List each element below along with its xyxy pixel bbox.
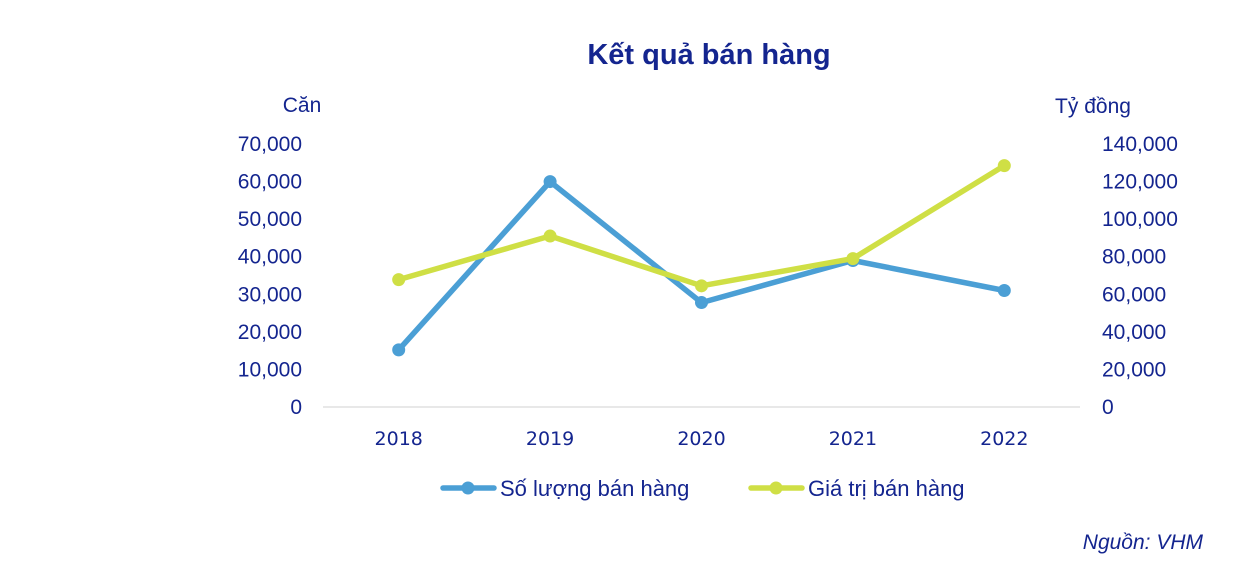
x-tick: 2021	[829, 428, 877, 450]
right-y-tick: 40,000	[1102, 321, 1166, 344]
right-y-tick: 20,000	[1102, 358, 1166, 381]
legend-label-so-luong: Số lượng bán hàng	[500, 476, 689, 501]
left-y-tick: 10,000	[238, 358, 302, 381]
left-y-tick: 60,000	[238, 171, 302, 194]
legend-marker-gia-tri	[769, 481, 783, 495]
series-0-point	[997, 284, 1011, 298]
series-line-0	[395, 178, 1008, 353]
legend-marker-so-luong	[461, 481, 475, 495]
right-y-axis: 0 20,000 40,000 60,000 80,000 100,000 120,000 1…	[1102, 133, 1178, 419]
x-tick: 2019	[526, 428, 574, 450]
left-y-tick: 20,000	[238, 321, 302, 344]
left-y-tick: 40,000	[238, 246, 302, 269]
right-y-tick: 100,000	[1102, 208, 1178, 231]
source-note: Nguồn: VHM	[1083, 531, 1204, 554]
legend-label-gia-tri: Giá trị bán hàng	[808, 476, 965, 501]
legend: Số lượng bán hàng Giá trị bán hàng	[440, 476, 965, 501]
chart-title: Kết quả bán hàng	[587, 39, 830, 71]
left-axis-unit: Căn	[283, 94, 322, 117]
series-line-1	[395, 162, 1008, 289]
right-y-tick: 0	[1102, 396, 1114, 419]
right-axis-unit: Tỷ đồng	[1055, 95, 1131, 118]
series-0-point	[695, 296, 708, 310]
left-y-axis: 0 10,000 20,000 30,000 40,000 50,000 60,000 70,…	[238, 133, 302, 419]
series-1-point	[997, 159, 1011, 173]
series-0-point	[392, 343, 406, 357]
series-1-point	[543, 229, 557, 243]
left-y-tick: 0	[290, 396, 302, 419]
x-tick: 2018	[375, 428, 423, 450]
series-0-point	[543, 175, 557, 189]
x-tick: 2020	[677, 428, 725, 450]
x-axis: 2018 2019 2020 2021 2022	[375, 428, 1029, 450]
series-layer	[392, 159, 1011, 357]
right-y-tick: 80,000	[1102, 246, 1166, 269]
left-y-tick: 70,000	[238, 133, 302, 156]
x-tick: 2022	[980, 428, 1028, 450]
right-y-tick: 60,000	[1102, 283, 1166, 306]
right-y-tick: 140,000	[1102, 133, 1178, 156]
right-y-tick: 120,000	[1102, 171, 1178, 194]
left-y-tick: 50,000	[238, 208, 302, 231]
series-1-point	[695, 279, 708, 293]
series-1-point	[846, 252, 860, 266]
left-y-tick: 30,000	[238, 283, 302, 306]
series-1-point	[392, 273, 406, 287]
